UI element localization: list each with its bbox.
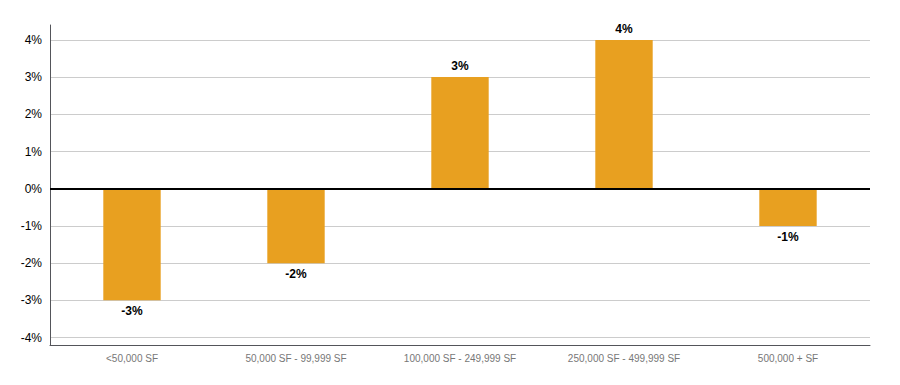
- svg-text:-1%: -1%: [21, 219, 43, 233]
- svg-text:-2%: -2%: [21, 256, 43, 270]
- svg-text:-3%: -3%: [21, 293, 43, 307]
- svg-text:500,000 + SF: 500,000 + SF: [758, 353, 818, 364]
- svg-text:3%: 3%: [25, 70, 43, 84]
- svg-text:250,000 SF - 499,999 SF: 250,000 SF - 499,999 SF: [568, 353, 680, 364]
- svg-text:-4%: -4%: [21, 331, 43, 345]
- svg-text:-2%: -2%: [285, 267, 307, 281]
- svg-text:2%: 2%: [25, 107, 43, 121]
- svg-text:0%: 0%: [25, 182, 43, 196]
- svg-text:<50,000 SF: <50,000 SF: [106, 353, 158, 364]
- svg-text:4%: 4%: [25, 33, 43, 47]
- svg-text:1%: 1%: [25, 145, 43, 159]
- svg-text:-1%: -1%: [777, 230, 799, 244]
- svg-text:-3%: -3%: [121, 304, 143, 318]
- svg-text:50,000 SF - 99,999 SF: 50,000 SF - 99,999 SF: [245, 353, 346, 364]
- svg-text:3%: 3%: [451, 59, 469, 73]
- svg-text:4%: 4%: [615, 22, 633, 36]
- svg-text:100,000 SF - 249,999 SF: 100,000 SF - 249,999 SF: [404, 353, 516, 364]
